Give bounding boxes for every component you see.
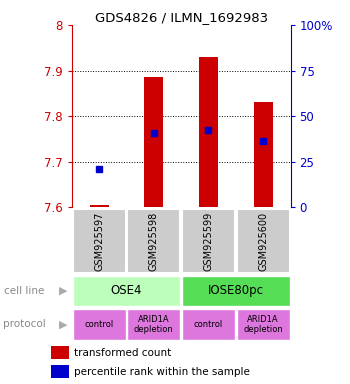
Text: GSM925597: GSM925597 [94,211,104,271]
Text: GSM925599: GSM925599 [203,211,214,271]
Bar [127,309,180,340]
Text: protocol: protocol [4,319,46,329]
Text: GSM925598: GSM925598 [149,211,159,271]
Bar [72,276,180,306]
Text: percentile rank within the sample: percentile rank within the sample [74,367,250,377]
Bar [182,276,290,306]
Text: ▶: ▶ [59,319,67,329]
Text: control: control [194,320,223,329]
Text: OSE4: OSE4 [111,285,142,297]
Bar [51,346,69,359]
Bar [72,309,126,340]
Bar [199,57,218,207]
Text: cell line: cell line [4,286,44,296]
Text: control: control [84,320,114,329]
Title: GDS4826 / ILMN_1692983: GDS4826 / ILMN_1692983 [94,11,268,24]
Bar [254,103,273,207]
Bar [182,309,235,340]
Bar [72,209,126,273]
Bar [182,209,235,273]
Bar [90,205,108,207]
Bar [127,209,180,273]
Text: transformed count: transformed count [74,348,172,358]
Text: ARID1A
depletion: ARID1A depletion [243,315,283,334]
Bar [144,78,163,207]
Bar [237,309,290,340]
Text: GSM925600: GSM925600 [258,212,268,270]
Text: ARID1A
depletion: ARID1A depletion [134,315,174,334]
Text: ▶: ▶ [59,286,67,296]
Bar [51,365,69,378]
Text: IOSE80pc: IOSE80pc [208,285,264,297]
Bar [237,209,290,273]
